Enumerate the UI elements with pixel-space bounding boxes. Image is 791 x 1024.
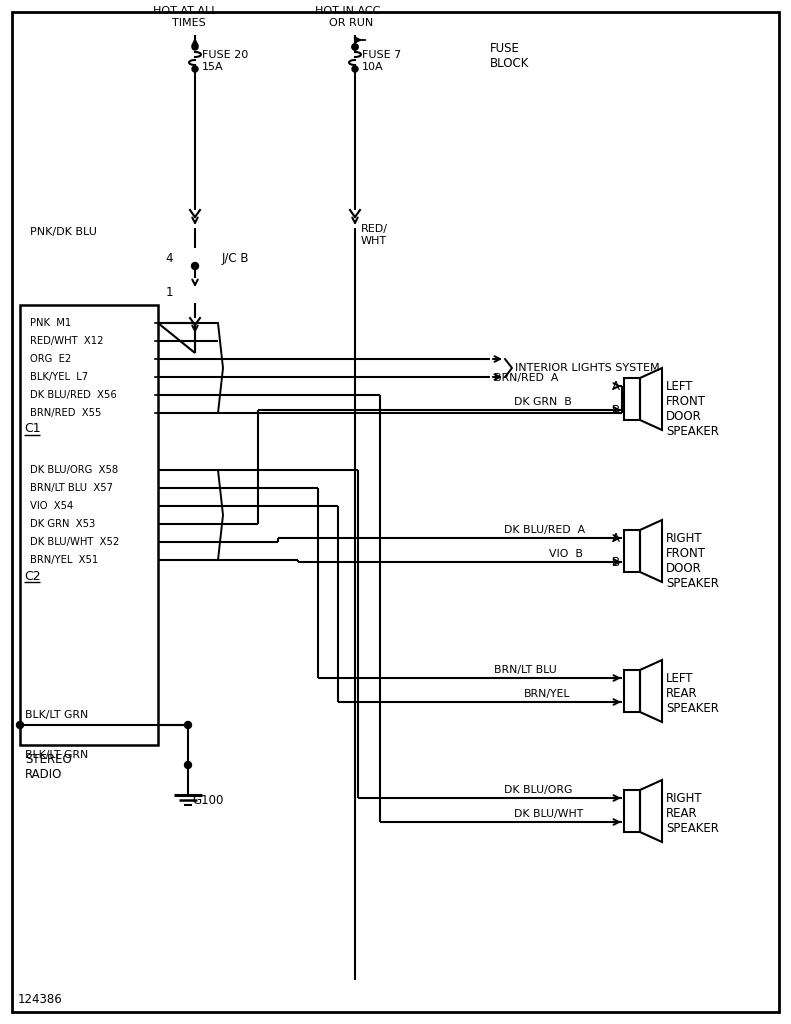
Text: BRN/YEL  X51: BRN/YEL X51 bbox=[30, 555, 98, 565]
Text: DK GRN  B: DK GRN B bbox=[514, 397, 572, 407]
Text: 4: 4 bbox=[165, 252, 173, 265]
Text: PNK/DK BLU: PNK/DK BLU bbox=[30, 227, 97, 237]
Text: HOT IN ACC
  OR RUN: HOT IN ACC OR RUN bbox=[316, 6, 380, 28]
Text: RIGHT
REAR
SPEAKER: RIGHT REAR SPEAKER bbox=[666, 792, 719, 835]
Circle shape bbox=[184, 762, 191, 768]
Text: RED/
WHT: RED/ WHT bbox=[361, 224, 388, 246]
Text: FUSE
BLOCK: FUSE BLOCK bbox=[490, 42, 529, 70]
Text: DK BLU/WHT  X52: DK BLU/WHT X52 bbox=[30, 537, 119, 547]
Circle shape bbox=[352, 44, 358, 50]
Text: STEREO
RADIO: STEREO RADIO bbox=[25, 753, 72, 781]
Text: BLK/YEL  L7: BLK/YEL L7 bbox=[30, 372, 88, 382]
Circle shape bbox=[17, 722, 24, 728]
Text: C1: C1 bbox=[24, 423, 40, 435]
Bar bbox=[108, 32, 485, 210]
Text: FUSE 20
15A: FUSE 20 15A bbox=[202, 50, 248, 72]
Circle shape bbox=[192, 44, 198, 50]
Bar bbox=[624, 378, 640, 420]
Text: DK BLU/RED  A: DK BLU/RED A bbox=[504, 525, 585, 535]
Text: DK BLU/ORG: DK BLU/ORG bbox=[504, 785, 573, 795]
Text: DK BLU/ORG  X58: DK BLU/ORG X58 bbox=[30, 465, 118, 475]
Text: RED/WHT  X12: RED/WHT X12 bbox=[30, 336, 104, 346]
Bar bbox=[20, 305, 158, 745]
Text: HOT AT ALL
  TIMES: HOT AT ALL TIMES bbox=[153, 6, 218, 28]
Text: DK GRN  X53: DK GRN X53 bbox=[30, 519, 95, 529]
Text: 1: 1 bbox=[165, 286, 173, 299]
Circle shape bbox=[352, 66, 358, 72]
Text: BRN/RED  X55: BRN/RED X55 bbox=[30, 408, 101, 418]
Circle shape bbox=[192, 66, 198, 72]
Text: INTERIOR LIGHTS SYSTEM: INTERIOR LIGHTS SYSTEM bbox=[515, 362, 660, 373]
Text: A: A bbox=[612, 380, 620, 392]
Text: A: A bbox=[612, 531, 620, 545]
Circle shape bbox=[184, 722, 191, 728]
Text: DK BLU/WHT: DK BLU/WHT bbox=[514, 809, 583, 819]
Text: B: B bbox=[612, 555, 620, 568]
Text: 124386: 124386 bbox=[18, 993, 62, 1006]
Text: BLK/LT GRN: BLK/LT GRN bbox=[25, 710, 89, 720]
Text: BRN/RED  A: BRN/RED A bbox=[494, 373, 558, 383]
Text: J/C B: J/C B bbox=[222, 252, 249, 265]
Text: G100: G100 bbox=[192, 794, 223, 807]
Text: PNK  M1: PNK M1 bbox=[30, 318, 71, 328]
Text: C2: C2 bbox=[24, 569, 40, 583]
Circle shape bbox=[352, 44, 358, 50]
Bar bbox=[624, 790, 640, 831]
Text: FUSE 7
10A: FUSE 7 10A bbox=[362, 50, 401, 72]
Text: LEFT
REAR
SPEAKER: LEFT REAR SPEAKER bbox=[666, 672, 719, 715]
Text: B: B bbox=[612, 403, 620, 417]
Text: BRN/YEL: BRN/YEL bbox=[524, 689, 570, 699]
Text: RIGHT
FRONT
DOOR
SPEAKER: RIGHT FRONT DOOR SPEAKER bbox=[666, 532, 719, 590]
Text: VIO  X54: VIO X54 bbox=[30, 501, 74, 511]
Text: DK BLU/RED  X56: DK BLU/RED X56 bbox=[30, 390, 117, 400]
Text: BRN/LT BLU  X57: BRN/LT BLU X57 bbox=[30, 483, 113, 493]
Bar bbox=[624, 670, 640, 712]
Bar bbox=[624, 530, 640, 572]
Text: BLK/LT GRN: BLK/LT GRN bbox=[25, 750, 89, 760]
Circle shape bbox=[191, 262, 199, 269]
Text: VIO  B: VIO B bbox=[549, 549, 583, 559]
Text: BRN/LT BLU: BRN/LT BLU bbox=[494, 665, 557, 675]
Bar bbox=[176, 248, 218, 303]
Text: LEFT
FRONT
DOOR
SPEAKER: LEFT FRONT DOOR SPEAKER bbox=[666, 380, 719, 438]
Text: ORG  E2: ORG E2 bbox=[30, 354, 71, 364]
